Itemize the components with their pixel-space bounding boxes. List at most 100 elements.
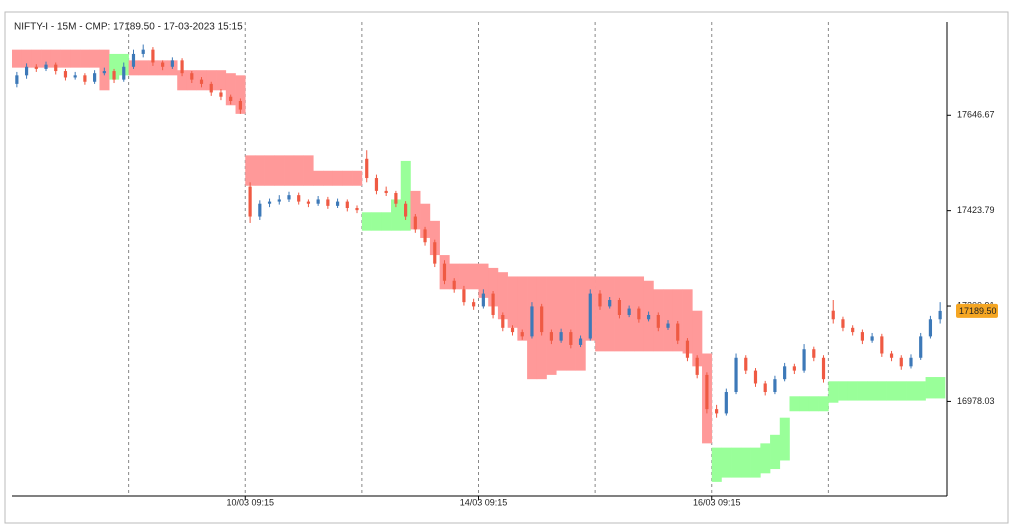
candle-body	[326, 199, 330, 206]
cloud	[682, 289, 693, 354]
candle-body	[374, 178, 379, 191]
cloud	[478, 263, 489, 298]
candle-body	[122, 66, 126, 80]
cloud	[692, 310, 703, 367]
cloud	[391, 199, 402, 231]
candle-body	[510, 327, 515, 333]
candle-body	[93, 73, 97, 82]
cloud	[731, 447, 742, 478]
cloud	[818, 396, 829, 412]
candle-body	[73, 75, 77, 78]
candle-body	[763, 383, 767, 393]
cloud	[264, 155, 275, 186]
candle-body	[617, 300, 622, 315]
cloud	[225, 73, 236, 106]
candle-body	[190, 73, 194, 80]
cloud	[50, 49, 61, 68]
candle-body	[462, 289, 466, 303]
candle-body	[540, 306, 544, 333]
candle-body	[812, 349, 816, 358]
candle-body	[676, 323, 680, 341]
cloud	[254, 155, 265, 186]
candle-body	[734, 357, 738, 393]
cloud	[21, 49, 32, 68]
candle-body	[442, 263, 447, 281]
cloud	[857, 381, 868, 401]
candle-body	[131, 53, 136, 67]
cloud	[828, 381, 839, 403]
candle-body	[83, 75, 87, 82]
candle-body	[530, 306, 534, 337]
candle-body	[297, 195, 301, 202]
cloud	[604, 276, 615, 352]
cloud	[429, 220, 440, 256]
candle-body	[345, 201, 349, 208]
cloud	[449, 263, 460, 290]
candle-body	[161, 62, 165, 67]
candle-body	[685, 340, 690, 358]
candle-body	[267, 201, 272, 204]
candle-body	[238, 101, 242, 110]
cloud	[89, 49, 100, 68]
cloud	[507, 276, 518, 328]
candle-body	[909, 357, 913, 367]
candle-body	[404, 203, 408, 217]
cloud	[70, 49, 81, 68]
candle-body	[889, 353, 894, 358]
candle-body	[141, 49, 145, 54]
cloud	[740, 447, 751, 478]
candle-body	[501, 314, 505, 328]
candle-body	[112, 71, 116, 80]
cloud	[410, 190, 421, 230]
candle-body	[899, 357, 903, 367]
cloud	[31, 49, 42, 68]
candle-body	[753, 370, 758, 384]
x-tick-label: 14/03 09:15	[460, 497, 508, 507]
candle-body	[384, 190, 388, 194]
cloud	[245, 155, 256, 186]
cloud	[420, 203, 431, 238]
cloud	[808, 396, 819, 412]
cloud	[332, 170, 343, 186]
cloud	[760, 443, 771, 474]
cloud	[546, 276, 557, 375]
candle-body	[258, 203, 262, 217]
cloud	[721, 447, 732, 478]
candle-body	[24, 66, 29, 76]
cloud	[12, 49, 23, 68]
candle-body	[938, 310, 942, 320]
cloud	[497, 272, 508, 320]
cloud	[177, 70, 188, 91]
cloud	[60, 49, 71, 68]
candle-body	[705, 374, 709, 410]
candle-body	[646, 314, 651, 320]
candle-body	[170, 60, 174, 67]
candle-body	[34, 66, 38, 69]
cloud	[915, 381, 926, 401]
cloud	[352, 170, 363, 186]
candle-body	[715, 409, 719, 414]
cloud	[342, 170, 353, 186]
cloud	[381, 212, 392, 231]
candle-body	[880, 336, 884, 354]
cloud	[896, 381, 907, 401]
candle-body	[151, 49, 155, 63]
chart-title: NIFTY-I - 15M - CMP: 17189.50 - 17-03-20…	[14, 22, 243, 33]
cloud	[41, 49, 52, 68]
candle-body	[666, 323, 670, 328]
cloud	[886, 381, 897, 401]
candle-body	[724, 392, 728, 414]
candle-body	[695, 357, 699, 375]
x-tick-label: 10/03 09:15	[226, 497, 274, 507]
cloud	[565, 276, 576, 371]
candle-body	[569, 332, 573, 345]
candle-body	[229, 96, 233, 102]
candle-body	[44, 64, 48, 69]
candle-body	[277, 199, 281, 202]
cloud	[284, 155, 295, 186]
cloud	[313, 170, 324, 186]
cloud	[235, 75, 246, 114]
cloud	[148, 60, 159, 76]
cloud	[361, 212, 372, 231]
